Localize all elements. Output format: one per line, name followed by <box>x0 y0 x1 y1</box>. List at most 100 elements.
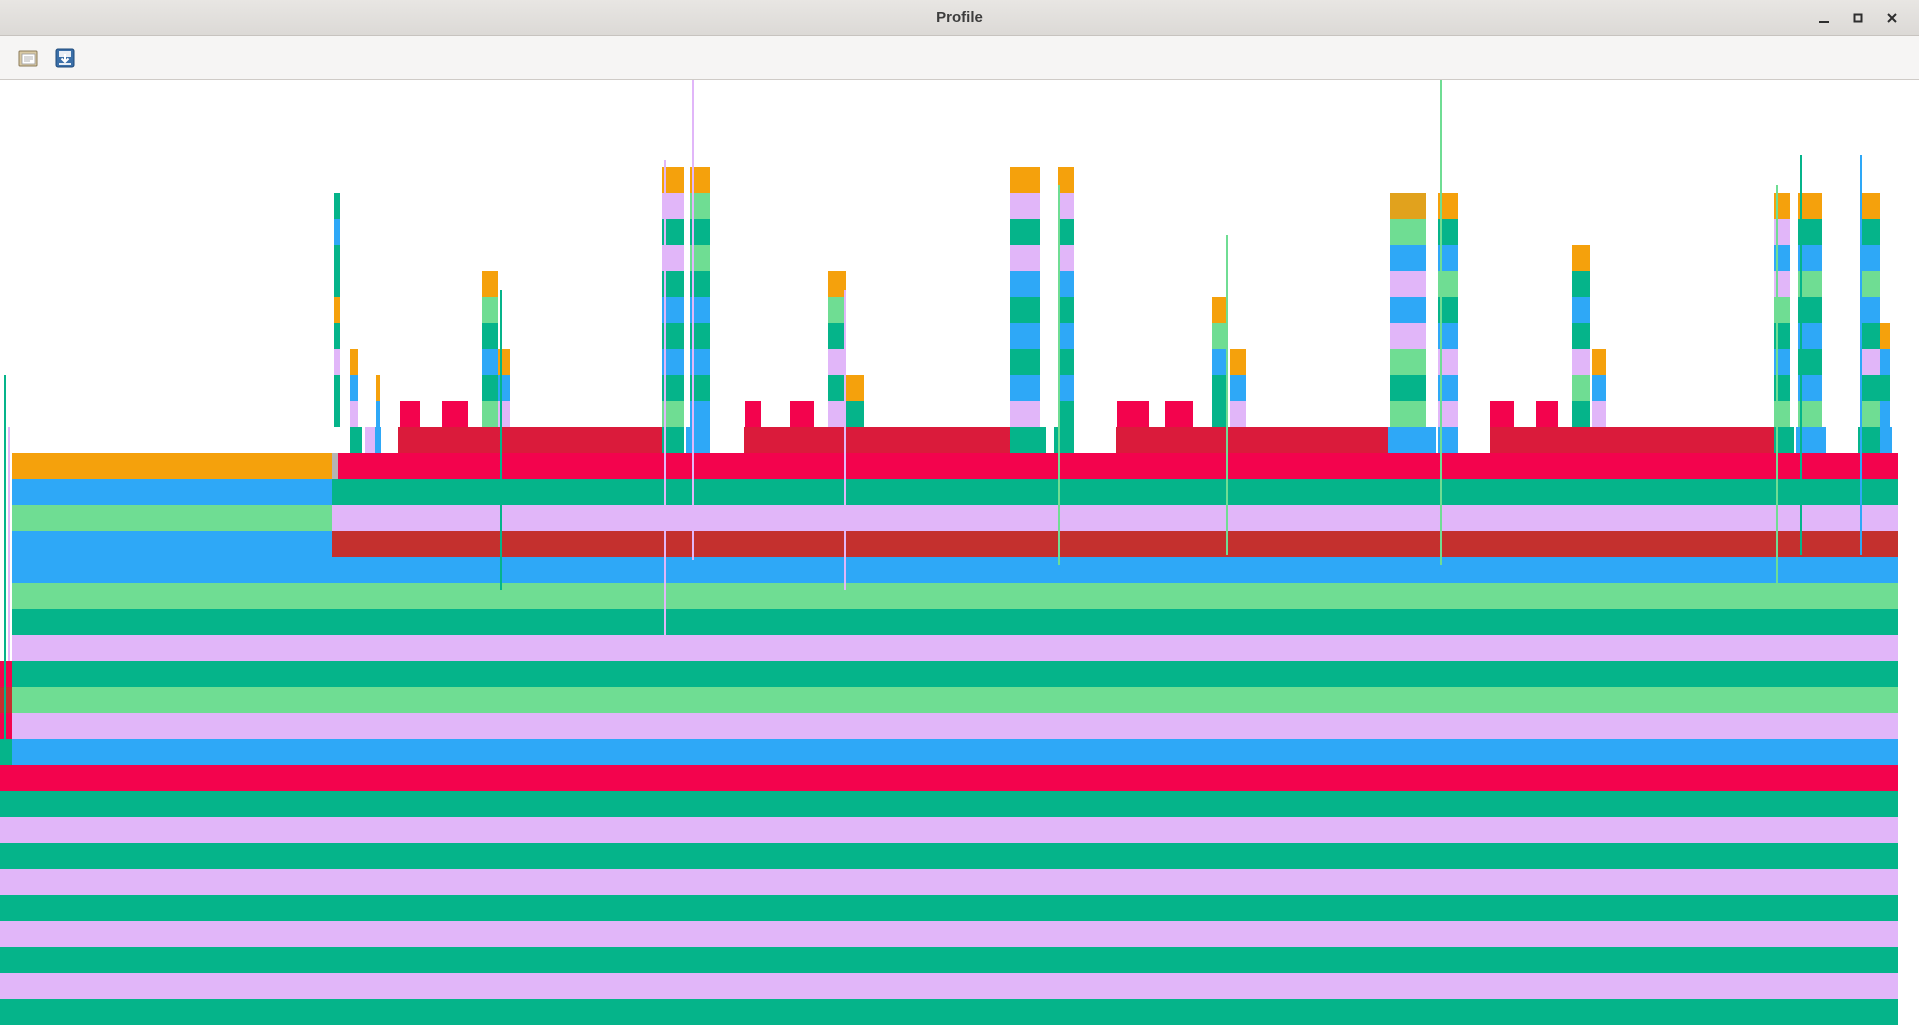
stack-frame[interactable] <box>332 453 338 479</box>
stack-frame[interactable] <box>1572 245 1590 271</box>
stack-frame[interactable] <box>338 453 1898 479</box>
stack-frame[interactable] <box>375 427 381 453</box>
stack-frame[interactable] <box>1592 401 1606 427</box>
stack-frame[interactable] <box>1800 155 1802 555</box>
stack-frame[interactable] <box>1572 375 1590 401</box>
stack-frame[interactable] <box>0 869 1898 895</box>
flame-graph[interactable] <box>0 80 1919 1025</box>
stack-frame[interactable] <box>1388 427 1436 453</box>
stack-frame[interactable] <box>690 375 710 401</box>
stack-frame[interactable] <box>1880 427 1892 453</box>
maximize-button[interactable] <box>1841 0 1875 36</box>
stack-frame[interactable] <box>350 401 358 427</box>
stack-frame[interactable] <box>846 401 864 427</box>
stack-frame[interactable] <box>690 219 710 245</box>
stack-frame[interactable] <box>1438 219 1458 245</box>
stack-frame[interactable] <box>1860 375 1880 401</box>
stack-frame[interactable] <box>0 973 1898 999</box>
save-button[interactable] <box>49 42 81 74</box>
stack-frame[interactable] <box>1860 401 1880 427</box>
stack-frame[interactable] <box>482 349 498 375</box>
stack-frame[interactable] <box>1058 245 1074 271</box>
stack-frame[interactable] <box>662 193 684 219</box>
stack-frame[interactable] <box>376 375 380 401</box>
stack-frame[interactable] <box>334 271 340 297</box>
stack-frame[interactable] <box>12 661 1898 687</box>
stack-frame[interactable] <box>0 843 1898 869</box>
stack-frame[interactable] <box>1390 323 1426 349</box>
stack-frame[interactable] <box>0 765 1898 791</box>
stack-frame[interactable] <box>1058 323 1074 349</box>
stack-frame[interactable] <box>12 505 332 531</box>
stack-frame[interactable] <box>1490 427 1774 453</box>
stack-frame[interactable] <box>1058 271 1074 297</box>
stack-frame[interactable] <box>1536 401 1558 427</box>
stack-frame[interactable] <box>1230 401 1246 427</box>
stack-frame[interactable] <box>690 297 710 323</box>
stack-frame[interactable] <box>1165 401 1193 427</box>
stack-frame[interactable] <box>828 323 846 349</box>
stack-frame[interactable] <box>662 375 684 401</box>
stack-frame[interactable] <box>846 375 864 401</box>
stack-frame[interactable] <box>12 609 1898 635</box>
stack-frame[interactable] <box>0 895 1898 921</box>
stack-frame[interactable] <box>1010 245 1040 271</box>
stack-frame[interactable] <box>398 427 664 453</box>
stack-frame[interactable] <box>828 375 846 401</box>
stack-frame[interactable] <box>692 80 694 560</box>
stack-frame[interactable] <box>0 817 1898 843</box>
stack-frame[interactable] <box>1860 219 1880 245</box>
stack-frame[interactable] <box>1438 297 1458 323</box>
stack-frame[interactable] <box>1058 167 1074 193</box>
stack-frame[interactable] <box>0 739 12 765</box>
stack-frame[interactable] <box>828 271 846 297</box>
stack-frame[interactable] <box>1390 193 1426 219</box>
stack-frame[interactable] <box>1010 375 1040 401</box>
stack-frame[interactable] <box>1438 271 1458 297</box>
stack-frame[interactable] <box>1880 401 1890 427</box>
stack-frame[interactable] <box>1058 401 1074 427</box>
stack-frame[interactable] <box>482 375 498 401</box>
stack-frame[interactable] <box>1212 349 1228 375</box>
stack-frame[interactable] <box>1592 349 1606 375</box>
stack-frame[interactable] <box>1390 349 1426 375</box>
stack-frame[interactable] <box>1054 427 1074 453</box>
stack-frame[interactable] <box>12 713 1898 739</box>
stack-frame[interactable] <box>1010 427 1046 453</box>
stack-frame[interactable] <box>664 160 666 660</box>
stack-frame[interactable] <box>662 219 684 245</box>
stack-frame[interactable] <box>1390 401 1426 427</box>
stack-frame[interactable] <box>498 349 510 375</box>
stack-frame[interactable] <box>1058 375 1074 401</box>
stack-frame[interactable] <box>334 401 340 427</box>
stack-frame[interactable] <box>1390 219 1426 245</box>
stack-frame[interactable] <box>498 375 510 401</box>
stack-frame[interactable] <box>1438 323 1458 349</box>
stack-frame[interactable] <box>1058 185 1060 565</box>
stack-frame[interactable] <box>1010 193 1040 219</box>
stack-frame[interactable] <box>350 349 358 375</box>
stack-frame[interactable] <box>400 401 420 427</box>
stack-frame[interactable] <box>334 323 340 349</box>
stack-frame[interactable] <box>12 557 1898 583</box>
stack-frame[interactable] <box>690 401 710 427</box>
stack-frame[interactable] <box>12 583 1898 609</box>
stack-frame[interactable] <box>1860 297 1880 323</box>
stack-frame[interactable] <box>662 271 684 297</box>
stack-frame[interactable] <box>690 193 710 219</box>
stack-frame[interactable] <box>12 453 332 479</box>
stack-frame[interactable] <box>8 427 10 661</box>
stack-frame[interactable] <box>844 290 846 590</box>
stack-frame[interactable] <box>12 739 1898 765</box>
stack-frame[interactable] <box>350 375 358 401</box>
stack-frame[interactable] <box>0 947 1898 973</box>
stack-frame[interactable] <box>334 297 340 323</box>
stack-frame[interactable] <box>1226 235 1228 555</box>
flame-graph-canvas[interactable] <box>0 80 1919 1025</box>
stack-frame[interactable] <box>1390 271 1426 297</box>
stack-frame[interactable] <box>350 427 362 453</box>
stack-frame[interactable] <box>690 245 710 271</box>
stack-frame[interactable] <box>690 167 710 193</box>
stack-frame[interactable] <box>1880 323 1890 349</box>
stack-frame[interactable] <box>1010 219 1040 245</box>
